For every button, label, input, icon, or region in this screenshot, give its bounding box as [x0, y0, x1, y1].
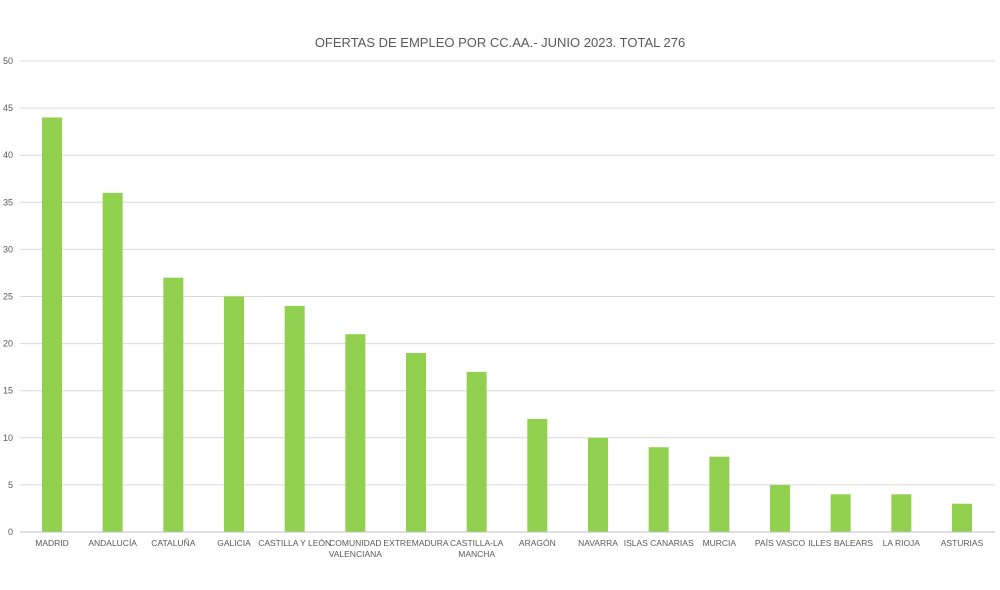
x-axis-labels: MADRID ANDALUCÍA CATALUÑA GALICIA CASTILLA Y… [35, 538, 983, 559]
x-tick-label: ILLES BALEARS [808, 538, 873, 548]
bar [224, 296, 244, 532]
bar [830, 494, 851, 532]
bar [709, 456, 730, 532]
y-tick-label: 0 [8, 527, 13, 537]
bar [102, 192, 123, 532]
x-tick-label: ARAGÓN [519, 538, 556, 548]
y-tick-label: 50 [3, 56, 13, 66]
x-tick-label: CASTILLA Y LEÓN [258, 538, 331, 548]
bar [588, 437, 608, 532]
x-tick-label: COMUNIDAD VALENCIANA [329, 538, 383, 559]
x-tick-label: ISLAS CANARIAS [624, 538, 694, 548]
x-tick-label: MADRID [35, 538, 69, 548]
y-tick-label: 35 [3, 197, 13, 207]
x-tick-label: LA RIOJA [883, 538, 921, 548]
bar [527, 418, 548, 532]
bar [770, 484, 790, 532]
x-tick-label: CATALUÑA [151, 538, 195, 548]
bar [466, 371, 487, 532]
bar [284, 305, 305, 532]
y-tick-label: 30 [3, 244, 13, 254]
x-tick-label: MURCIA [703, 538, 737, 548]
x-tick-label: CASTILLA-LA MANCHA [450, 538, 504, 559]
x-tick-label: ANDALUCÍA [88, 538, 137, 548]
y-tick-label: 40 [3, 150, 13, 160]
x-tick-label: GALICIA [217, 538, 251, 548]
bar [406, 353, 426, 532]
y-tick-label: 15 [3, 386, 13, 396]
y-tick-label: 25 [3, 292, 13, 302]
y-tick-label: 45 [3, 103, 13, 113]
chart-title: OFERTAS DE EMPLEO POR CC.AA.- JUNIO 2023… [315, 35, 685, 50]
bar [952, 503, 972, 532]
y-tick-label: 10 [3, 433, 13, 443]
y-tick-label: 5 [8, 480, 13, 490]
y-axis-ticks: 0 5 10 15 20 25 30 35 40 45 50 [3, 56, 13, 537]
x-tick-label: NAVARRA [578, 538, 618, 548]
bar [163, 277, 184, 532]
bar [42, 117, 62, 533]
bar [345, 334, 366, 532]
bar [891, 494, 912, 532]
bar [648, 447, 669, 532]
x-tick-label: ASTURIAS [941, 538, 984, 548]
y-tick-label: 20 [3, 339, 13, 349]
x-tick-label: PAÍS VASCO [755, 538, 806, 548]
x-tick-label: EXTREMADURA [383, 538, 449, 548]
bars [42, 117, 972, 533]
